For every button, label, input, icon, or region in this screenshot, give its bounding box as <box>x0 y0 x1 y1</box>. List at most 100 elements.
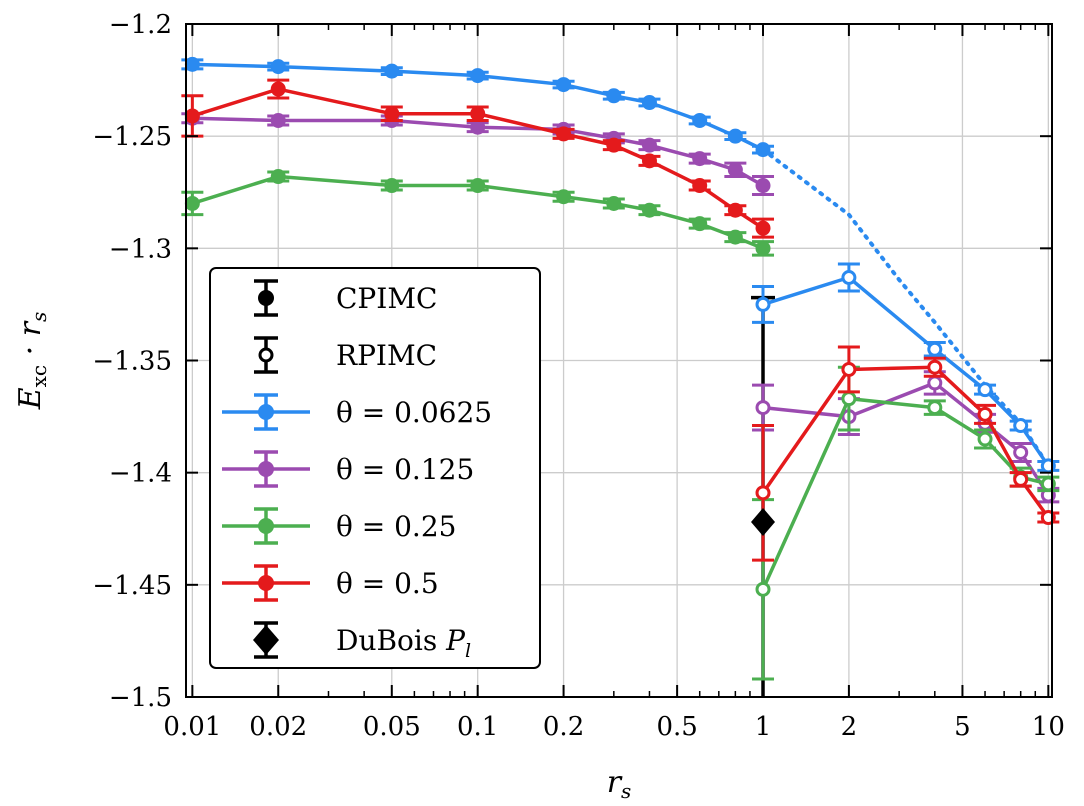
data-point-cpimc <box>606 195 622 211</box>
axis-ticks: −1.2 −1.25 −1.3 −1.35 −1.4 −1.45 −1.50.01 0.02 0… <box>92 10 1065 742</box>
legend-entry: RPIMC <box>254 336 437 374</box>
x-tick-label: 0.2 <box>543 712 584 742</box>
x-axis-label-main: r <box>607 765 623 800</box>
data-point-cpimc <box>384 63 400 79</box>
series-line-rpimc <box>762 381 1050 497</box>
y-tick-label: −1.35 <box>92 347 172 377</box>
data-point-cpimc <box>755 240 771 256</box>
data-point-rpimc <box>755 296 771 312</box>
series-line-rpimc <box>761 396 1049 591</box>
legend-label: RPIMC <box>336 339 437 372</box>
data-point-cpimc <box>641 137 657 153</box>
data-point-cpimc <box>556 126 572 142</box>
data-point-rpimc <box>927 341 943 357</box>
data-point-cpimc <box>270 59 286 75</box>
data-point-cpimc <box>727 229 743 245</box>
x-axis-label: rs <box>607 765 632 803</box>
legend-marker <box>258 575 274 591</box>
legend-entry: DuBois Pl <box>253 621 471 662</box>
data-point-rpimc <box>927 375 943 391</box>
data-point-rpimc <box>841 361 857 377</box>
data-point-cpimc <box>606 88 622 104</box>
legend-marker <box>258 404 274 420</box>
x-tick-label: 0.1 <box>457 712 498 742</box>
data-point-cpimc <box>470 106 486 122</box>
data-point-cpimc <box>556 189 572 205</box>
data-point-cpimc <box>641 153 657 169</box>
legend-label: θ = 0.5 <box>336 567 439 600</box>
dubois-point <box>751 508 776 537</box>
data-point-rpimc <box>977 406 993 422</box>
data-point-cpimc <box>470 119 486 135</box>
data-point-rpimc <box>927 359 943 375</box>
data-point-rpimc <box>755 485 771 501</box>
series-line-cpimc <box>191 174 764 250</box>
y-tick-label: −1.4 <box>109 459 172 489</box>
data-point-cpimc <box>270 112 286 128</box>
data-point-rpimc <box>841 269 857 285</box>
y-tick-label: −1.3 <box>109 234 172 264</box>
legend: CPIMC RPIMC θ = 0.0625 θ = 0.125 θ = 0.25 θ =… <box>209 267 541 669</box>
series-3 <box>181 78 1060 562</box>
data-point-cpimc <box>692 151 708 167</box>
x-tick-label: 2 <box>841 712 858 742</box>
data-point-rpimc <box>755 400 771 416</box>
legend-marker <box>258 290 274 306</box>
legend-marker <box>258 347 274 363</box>
y-axis-label-main: E <box>13 387 48 410</box>
legend-entry: CPIMC <box>254 279 437 317</box>
x-tick-label: 0.01 <box>163 712 221 742</box>
plot-area <box>181 56 1060 697</box>
series-extrapolation <box>761 147 1051 468</box>
series-line-cpimc <box>192 62 764 152</box>
data-point-cpimc <box>384 106 400 122</box>
legend-box <box>209 267 541 669</box>
y-tick-label: −1.25 <box>92 122 172 152</box>
legend-label: θ = 0.125 <box>336 453 474 486</box>
y-tick-label: −1.2 <box>109 10 172 40</box>
data-point-cpimc <box>606 137 622 153</box>
x-tick-label: 1 <box>755 712 772 742</box>
legend-marker <box>258 518 274 534</box>
x-axis-label-sub: s <box>621 779 631 803</box>
y-axis-label: Exc · rs <box>13 312 51 411</box>
legend-entry: θ = 0.25 <box>222 507 456 545</box>
data-point-cpimc <box>641 202 657 218</box>
data-point-rpimc <box>841 391 857 407</box>
x-tick-label: 0.02 <box>249 712 307 742</box>
x-tick-label: 0.05 <box>363 712 421 742</box>
data-point-rpimc <box>1013 444 1029 460</box>
data-point-cpimc <box>755 220 771 236</box>
data-point-cpimc <box>727 128 743 144</box>
data-point-cpimc <box>184 56 200 72</box>
series-line-rpimc <box>762 275 1050 467</box>
legend-marker <box>258 461 274 477</box>
data-point-rpimc <box>1013 418 1029 434</box>
legend-entry: θ = 0.5 <box>222 564 439 602</box>
data-point-cpimc <box>641 95 657 111</box>
data-point-cpimc <box>384 178 400 194</box>
data-point-cpimc <box>470 68 486 84</box>
data-point-cpimc <box>470 178 486 194</box>
data-point-rpimc <box>977 382 993 398</box>
data-point-cpimc <box>692 178 708 194</box>
legend-entry: θ = 0.125 <box>222 450 474 488</box>
axis-titles: rs Exc · rs <box>13 312 631 803</box>
legend-marker <box>253 625 279 655</box>
series-line-cpimc <box>192 116 764 188</box>
y-axis-label-sub2: s <box>27 312 51 322</box>
x-tick-label: 10 <box>1032 712 1065 742</box>
data-point-cpimc <box>727 162 743 178</box>
data-point-cpimc <box>556 77 572 93</box>
legend-label: DuBois Pl <box>336 624 471 662</box>
y-axis-label-sub: xc <box>27 365 51 387</box>
y-tick-label: −1.5 <box>109 683 172 713</box>
legend-label: θ = 0.0625 <box>336 396 492 429</box>
data-point-cpimc <box>692 112 708 128</box>
data-point-rpimc <box>1013 471 1029 487</box>
legend-label: CPIMC <box>336 282 437 315</box>
data-point-cpimc <box>270 169 286 185</box>
data-point-rpimc <box>977 431 993 447</box>
y-axis-label-mid: · r <box>13 320 48 365</box>
